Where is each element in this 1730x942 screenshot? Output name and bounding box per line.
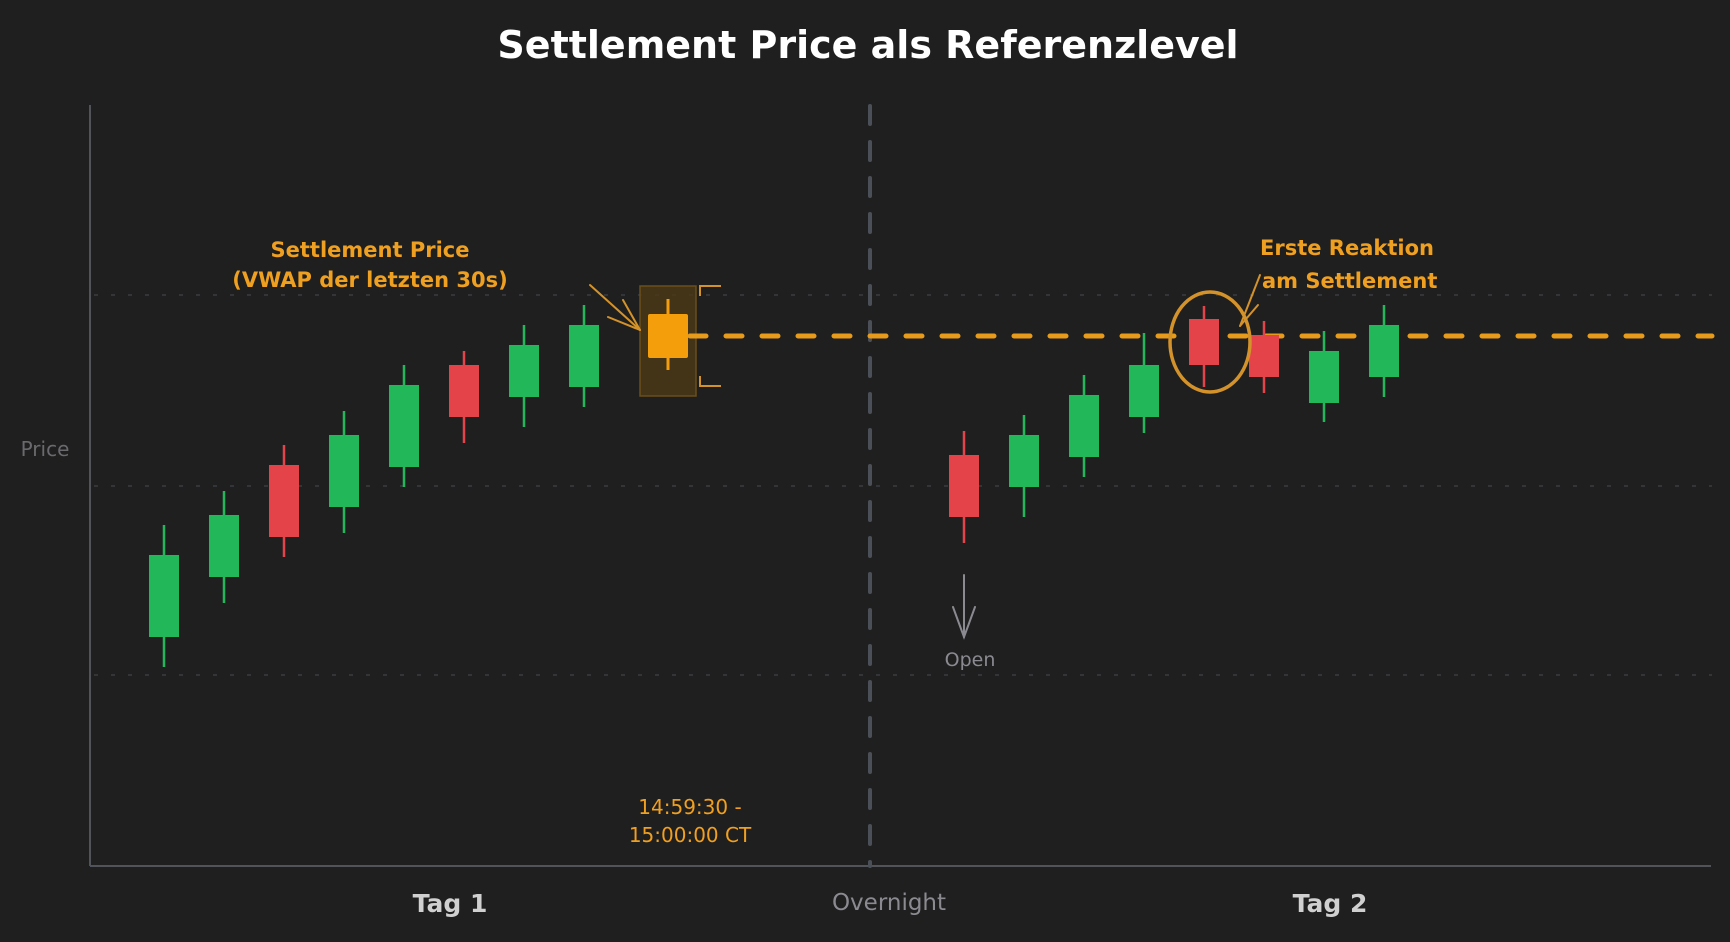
reaction-label-line2: am Settlement — [1262, 269, 1437, 293]
candle-body — [149, 555, 179, 637]
open-label: Open — [945, 649, 996, 671]
candle — [389, 365, 419, 487]
candle-body — [1249, 335, 1279, 377]
candle-body — [569, 325, 599, 387]
reaction-label-line1: Erste Reaktion — [1260, 236, 1434, 260]
candle-body — [329, 435, 359, 507]
candlesticks — [149, 299, 1399, 667]
candle — [1129, 333, 1159, 433]
candle — [1309, 331, 1339, 422]
candle-body — [1069, 395, 1099, 457]
settlement-label-line1: Settlement Price — [271, 238, 470, 262]
candle — [509, 325, 539, 427]
candle-body — [209, 515, 239, 577]
settlement-label-line2: (VWAP der letzten 30s) — [232, 268, 508, 292]
x-label-tag-1: Tag 1 — [413, 889, 488, 918]
settlement-candle — [648, 299, 688, 370]
time-window-line2: 15:00:00 CT — [629, 823, 752, 847]
candle — [329, 411, 359, 533]
settlement-brackets — [699, 285, 721, 387]
candle — [269, 445, 299, 557]
x-label-tag-2: Tag 2 — [1293, 889, 1368, 918]
x-label-overnight: Overnight — [832, 890, 946, 916]
settlement-arrow-icon — [589, 284, 641, 331]
candle-body — [449, 365, 479, 417]
candle — [1069, 375, 1099, 477]
candle — [149, 525, 179, 667]
open-arrow-icon — [952, 574, 976, 640]
candle — [569, 305, 599, 407]
candle-body — [509, 345, 539, 397]
candle — [1369, 305, 1399, 397]
candle — [1189, 306, 1219, 387]
candle — [209, 491, 239, 603]
candle — [949, 431, 979, 543]
candle-body — [949, 455, 979, 517]
candle-body — [1369, 325, 1399, 377]
candle-body — [1009, 435, 1039, 487]
candle-body — [269, 465, 299, 537]
reaction-highlight-circle — [1168, 290, 1252, 394]
candle-body — [389, 385, 419, 467]
candle-body — [1309, 351, 1339, 403]
candle — [1249, 321, 1279, 393]
y-axis-label: Price — [21, 437, 70, 461]
candle — [449, 351, 479, 443]
candle-body — [1129, 365, 1159, 417]
candle-body — [648, 314, 688, 358]
candle — [1009, 415, 1039, 517]
candle-body — [1189, 319, 1219, 365]
chart-title: Settlement Price als Referenzlevel — [497, 23, 1238, 67]
time-window-line1: 14:59:30 - — [638, 795, 741, 819]
reaction-arrow-icon — [1239, 274, 1261, 327]
